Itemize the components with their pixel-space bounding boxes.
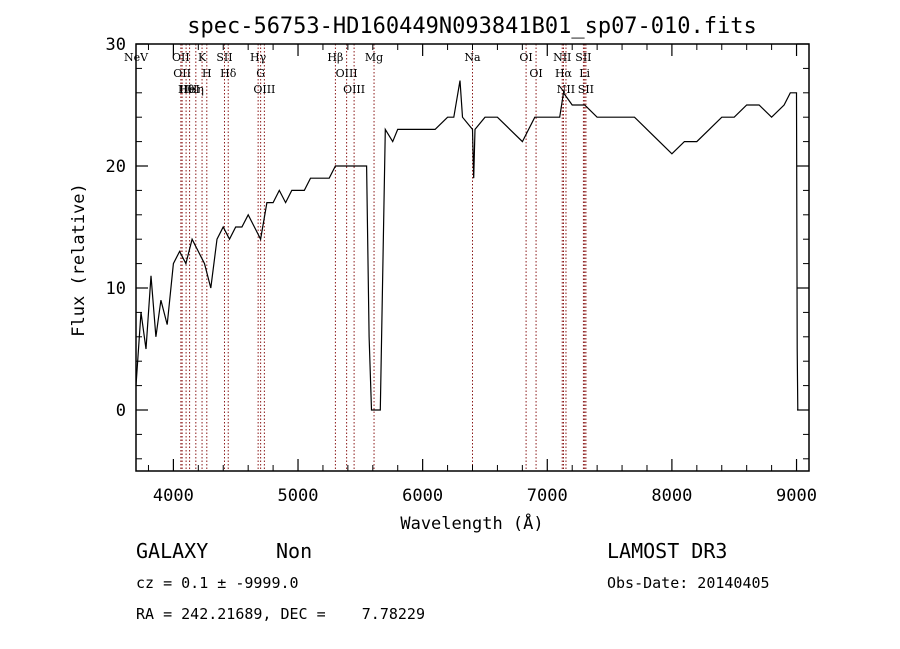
y-tick-label: 30 [106,35,126,55]
survey-name: LAMOST DR3 [607,539,727,563]
emission-line-label: Hη [188,83,204,96]
emission-line-label: SII [575,51,591,64]
emission-line-label: SII [578,83,594,96]
x-tick-label: 7000 [527,486,568,506]
emission-line-label: Hα [555,67,573,80]
emission-line-label: OIII [343,83,365,96]
y-tick-label: 10 [106,279,126,299]
spectrum-series-line [135,80,799,411]
object-subclass: Non [276,539,312,563]
x-tick-label: 5000 [278,486,319,506]
x-tick-label: 8000 [651,486,692,506]
object-class: GALAXY [136,539,208,563]
emission-line-label: OI [519,51,532,64]
observation-date: Obs-Date: 20140405 [607,574,770,592]
emission-line-label: H [202,67,212,80]
y-tick-label: 0 [116,401,126,421]
emission-line-label: NII [557,83,575,96]
emission-line-label: Hβ [327,51,343,64]
x-tick-label: 9000 [776,486,817,506]
emission-line-labels: NeV OIIOIIHθHeIHηKHSIIHδHγGOIIIHβOIIIOIII… [124,51,594,96]
emission-line-label: OI [529,67,542,80]
emission-line-label: K [198,51,207,64]
emission-line-label: Hθ [178,83,195,96]
emission-line-label: OII [172,51,190,64]
y-tick-label: 20 [106,157,126,177]
emission-lines [135,44,587,471]
emission-line-label: Na [464,51,481,64]
emission-line-label: NII [553,51,571,64]
axis-ticks: 4000 5000 6000 7000 8000 9000 0 10 20 30 [106,35,817,506]
emission-line-label: OIII [336,67,358,80]
emission-line-label: Hδ [220,67,237,80]
chart-title: spec-56753-HD160449N093841B01_sp07-010.f… [187,14,757,39]
emission-line-label: Hγ [250,51,267,64]
emission-line-label: HeI [179,83,199,96]
emission-line-label: OIII [253,83,275,96]
emission-line-label: SII [216,51,232,64]
emission-line-label: G [256,67,265,80]
x-tick-label: 4000 [153,486,194,506]
emission-line-label: OII [173,67,191,80]
y-axis-label: Flux (relative) [69,183,89,337]
x-axis-label: Wavelength (Å) [400,512,543,534]
redshift-readout: cz = 0.1 ± -9999.0 [136,574,299,592]
x-tick-label: 6000 [402,486,443,506]
emission-line-label: Mg [365,51,383,64]
coordinates-readout: RA = 242.21689, DEC = 7.78229 [136,605,425,623]
emission-line-label: Li [579,67,590,80]
